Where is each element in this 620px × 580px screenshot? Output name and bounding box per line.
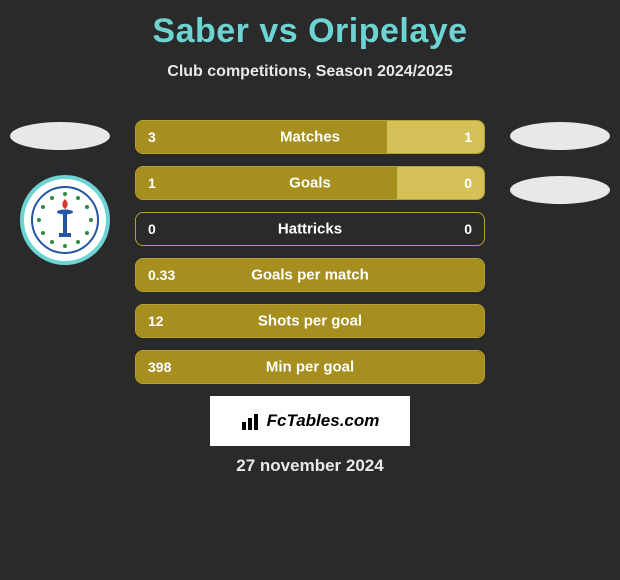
- club-badge-left: [20, 175, 110, 265]
- stat-value-right: 0: [464, 175, 472, 191]
- stat-row: 1Goals0: [135, 166, 485, 200]
- player-right-logo-ellipse-1: [510, 122, 610, 150]
- stat-rows-container: 3Matches11Goals00Hattricks00.33Goals per…: [135, 120, 485, 396]
- stat-row: 12Shots per goal: [135, 304, 485, 338]
- player-right-logo-ellipse-2: [510, 176, 610, 204]
- stat-row: 0Hattricks0: [135, 212, 485, 246]
- stat-row: 3Matches1: [135, 120, 485, 154]
- stat-value-right: 0: [464, 221, 472, 237]
- stat-label: Min per goal: [136, 359, 484, 376]
- player-left-logo-ellipse: [10, 122, 110, 150]
- stat-label: Shots per goal: [136, 313, 484, 330]
- torch-icon: [30, 185, 100, 255]
- stat-label: Goals per match: [136, 267, 484, 284]
- fctables-watermark: FcTables.com: [210, 396, 410, 446]
- stat-label: Hattricks: [136, 221, 484, 238]
- stat-label: Matches: [136, 129, 484, 146]
- club-badge-inner: [30, 185, 100, 255]
- comparison-subtitle: Club competitions, Season 2024/2025: [0, 63, 620, 81]
- stat-row: 0.33Goals per match: [135, 258, 485, 292]
- stat-label: Goals: [136, 175, 484, 192]
- comparison-title: Saber vs Oripelaye: [0, 0, 620, 51]
- watermark-text: FcTables.com: [267, 411, 380, 431]
- stat-row: 398Min per goal: [135, 350, 485, 384]
- bars-icon: [241, 410, 263, 432]
- comparison-date: 27 november 2024: [0, 456, 620, 476]
- stat-value-right: 1: [464, 129, 472, 145]
